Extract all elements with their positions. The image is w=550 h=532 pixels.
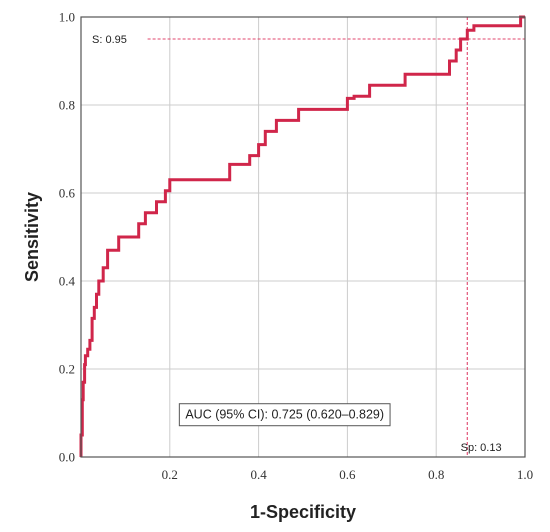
reference-lines <box>147 17 525 457</box>
x-tick-label: 0.2 <box>162 467 178 482</box>
sensitivity-cutoff-label: S: 0.95 <box>92 34 127 46</box>
x-tick-label: 1.0 <box>517 467 533 482</box>
x-axis-title: 1-Specificity <box>250 502 356 522</box>
y-tick-label: 0.8 <box>59 98 75 113</box>
plot-frame <box>80 16 526 458</box>
grid-lines <box>81 16 526 458</box>
y-tick-label: 0.4 <box>59 274 76 289</box>
x-tick-label: 0.6 <box>339 467 356 482</box>
y-tick-label: 0.2 <box>59 362 75 377</box>
y-axis-ticks: 0.0 0.2 0.4 0.6 0.8 1.0 <box>59 10 76 465</box>
y-tick-label: 0.6 <box>59 186 76 201</box>
auc-box <box>178 403 391 427</box>
auc-label: AUC (95% CI): 0.725 (0.620–0.829) <box>185 408 384 422</box>
x-tick-label: 0.8 <box>428 467 444 482</box>
specificity-cutoff-label: Sp: 0.13 <box>461 442 502 454</box>
x-axis-ticks: 0.2 0.4 0.6 0.8 1.0 <box>162 467 533 482</box>
x-tick-label: 0.4 <box>250 467 267 482</box>
y-axis-title: Sensitivity <box>22 192 42 282</box>
roc-curve <box>79 15 525 457</box>
y-tick-label: 0.0 <box>59 450 75 465</box>
y-tick-label: 1.0 <box>59 10 75 25</box>
